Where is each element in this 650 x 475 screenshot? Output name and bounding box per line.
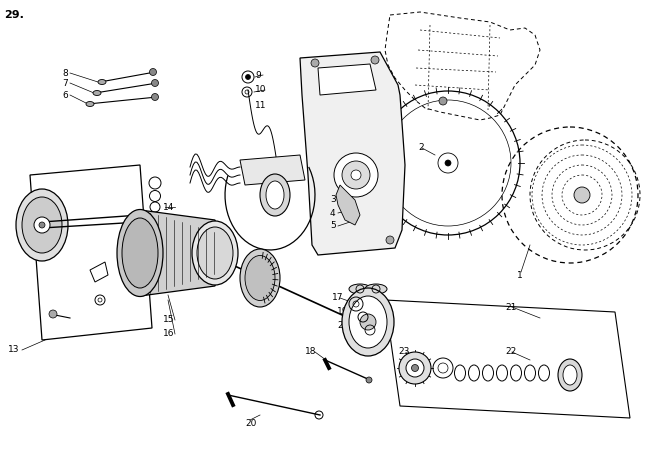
Text: 5: 5 bbox=[330, 221, 336, 230]
Circle shape bbox=[49, 310, 57, 318]
Polygon shape bbox=[300, 52, 405, 255]
Ellipse shape bbox=[240, 249, 280, 307]
Text: 17: 17 bbox=[332, 294, 343, 303]
Text: 7: 7 bbox=[62, 78, 68, 87]
Ellipse shape bbox=[192, 221, 238, 285]
Text: 29.: 29. bbox=[4, 10, 24, 20]
Ellipse shape bbox=[117, 209, 163, 296]
Ellipse shape bbox=[563, 365, 577, 385]
Polygon shape bbox=[318, 64, 376, 95]
Text: 8: 8 bbox=[62, 68, 68, 77]
Circle shape bbox=[39, 222, 45, 228]
Ellipse shape bbox=[245, 256, 275, 301]
Circle shape bbox=[311, 59, 319, 67]
Text: 11: 11 bbox=[255, 101, 266, 110]
Text: 22: 22 bbox=[505, 348, 516, 357]
Circle shape bbox=[246, 75, 250, 79]
Text: 6: 6 bbox=[62, 91, 68, 99]
Text: 12: 12 bbox=[163, 236, 174, 245]
Circle shape bbox=[334, 153, 378, 197]
Polygon shape bbox=[240, 155, 305, 185]
Circle shape bbox=[399, 352, 431, 384]
Text: 4: 4 bbox=[330, 209, 335, 218]
Text: 18: 18 bbox=[305, 348, 317, 357]
Circle shape bbox=[406, 359, 424, 377]
Circle shape bbox=[439, 97, 447, 105]
Ellipse shape bbox=[197, 227, 233, 279]
Circle shape bbox=[386, 236, 394, 244]
Ellipse shape bbox=[349, 284, 371, 294]
Circle shape bbox=[342, 161, 370, 189]
Text: 21: 21 bbox=[505, 303, 516, 312]
Circle shape bbox=[366, 377, 372, 383]
Circle shape bbox=[445, 160, 451, 166]
Text: 13: 13 bbox=[8, 345, 20, 354]
Circle shape bbox=[360, 314, 376, 330]
Circle shape bbox=[151, 79, 159, 86]
Text: 19: 19 bbox=[337, 307, 348, 316]
Circle shape bbox=[151, 94, 159, 101]
Text: 24: 24 bbox=[337, 321, 348, 330]
Text: 23: 23 bbox=[398, 348, 410, 357]
Ellipse shape bbox=[86, 102, 94, 106]
Text: 1: 1 bbox=[517, 270, 523, 279]
Ellipse shape bbox=[349, 296, 387, 348]
Circle shape bbox=[411, 364, 419, 371]
Circle shape bbox=[150, 68, 157, 76]
Polygon shape bbox=[140, 210, 215, 296]
Polygon shape bbox=[336, 185, 360, 225]
Text: 16: 16 bbox=[163, 330, 174, 339]
Ellipse shape bbox=[365, 284, 387, 294]
Text: 14: 14 bbox=[163, 202, 174, 211]
Ellipse shape bbox=[266, 181, 284, 209]
Text: 20: 20 bbox=[245, 418, 256, 428]
Ellipse shape bbox=[93, 91, 101, 95]
Ellipse shape bbox=[16, 189, 68, 261]
Ellipse shape bbox=[122, 218, 158, 288]
Text: 2: 2 bbox=[418, 143, 424, 152]
Ellipse shape bbox=[558, 359, 582, 391]
Circle shape bbox=[574, 187, 590, 203]
Ellipse shape bbox=[22, 197, 62, 253]
Text: 9: 9 bbox=[255, 70, 261, 79]
Circle shape bbox=[351, 170, 361, 180]
Text: 15: 15 bbox=[163, 315, 174, 324]
Circle shape bbox=[371, 56, 379, 64]
Ellipse shape bbox=[260, 174, 290, 216]
Text: 3: 3 bbox=[330, 196, 336, 205]
Ellipse shape bbox=[342, 288, 394, 356]
Ellipse shape bbox=[98, 79, 106, 85]
Circle shape bbox=[34, 217, 50, 233]
Text: 10: 10 bbox=[255, 86, 266, 95]
